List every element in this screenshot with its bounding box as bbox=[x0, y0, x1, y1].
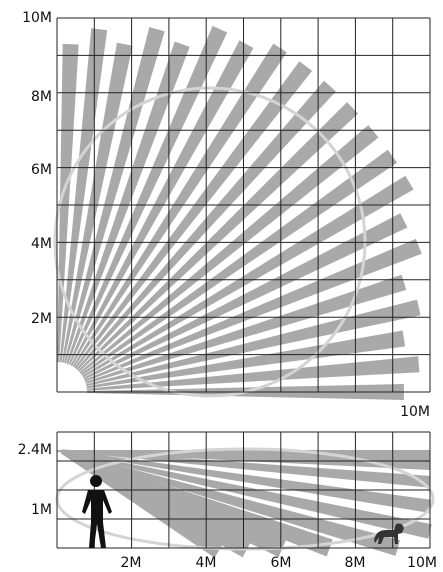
beam bbox=[70, 40, 254, 367]
top-y-labels: 10M 8M 6M 4M 2M bbox=[22, 10, 52, 327]
beam bbox=[60, 451, 227, 558]
beam bbox=[86, 356, 420, 391]
beam bbox=[83, 213, 408, 380]
x-label: 10M bbox=[407, 555, 437, 571]
y-label: 10M bbox=[22, 10, 52, 26]
beam bbox=[61, 449, 432, 513]
beam bbox=[82, 175, 414, 378]
beam bbox=[61, 449, 431, 488]
y-label: 1M bbox=[31, 502, 52, 518]
side-x-labels: 2M 4M 6M 8M 10M bbox=[121, 555, 437, 571]
y-label: 2.4M bbox=[18, 442, 52, 458]
beam bbox=[66, 41, 190, 365]
side-view-grid bbox=[56, 431, 431, 549]
beam bbox=[61, 42, 133, 363]
beam bbox=[61, 450, 333, 557]
beam bbox=[61, 450, 432, 539]
beam bbox=[64, 27, 165, 364]
beam bbox=[77, 102, 359, 372]
top-view-grid bbox=[56, 17, 431, 393]
x-label: 10M bbox=[400, 404, 430, 420]
x-label: 2M bbox=[121, 555, 142, 571]
y-label: 4M bbox=[31, 236, 52, 252]
x-label: 8M bbox=[345, 555, 366, 571]
beam bbox=[74, 61, 313, 369]
beam bbox=[85, 274, 407, 384]
x-label: 6M bbox=[271, 555, 292, 571]
y-label: 8M bbox=[31, 89, 52, 105]
dog-icon bbox=[374, 523, 404, 544]
person-icon bbox=[82, 475, 112, 548]
beam bbox=[61, 450, 401, 556]
beam bbox=[59, 28, 108, 363]
y-label: 6M bbox=[31, 162, 52, 178]
x-label: 4M bbox=[196, 555, 217, 571]
y-label: 2M bbox=[31, 311, 52, 327]
beam bbox=[57, 43, 79, 363]
top-view-beams bbox=[57, 25, 422, 400]
beam bbox=[79, 125, 379, 374]
beam bbox=[86, 299, 421, 387]
